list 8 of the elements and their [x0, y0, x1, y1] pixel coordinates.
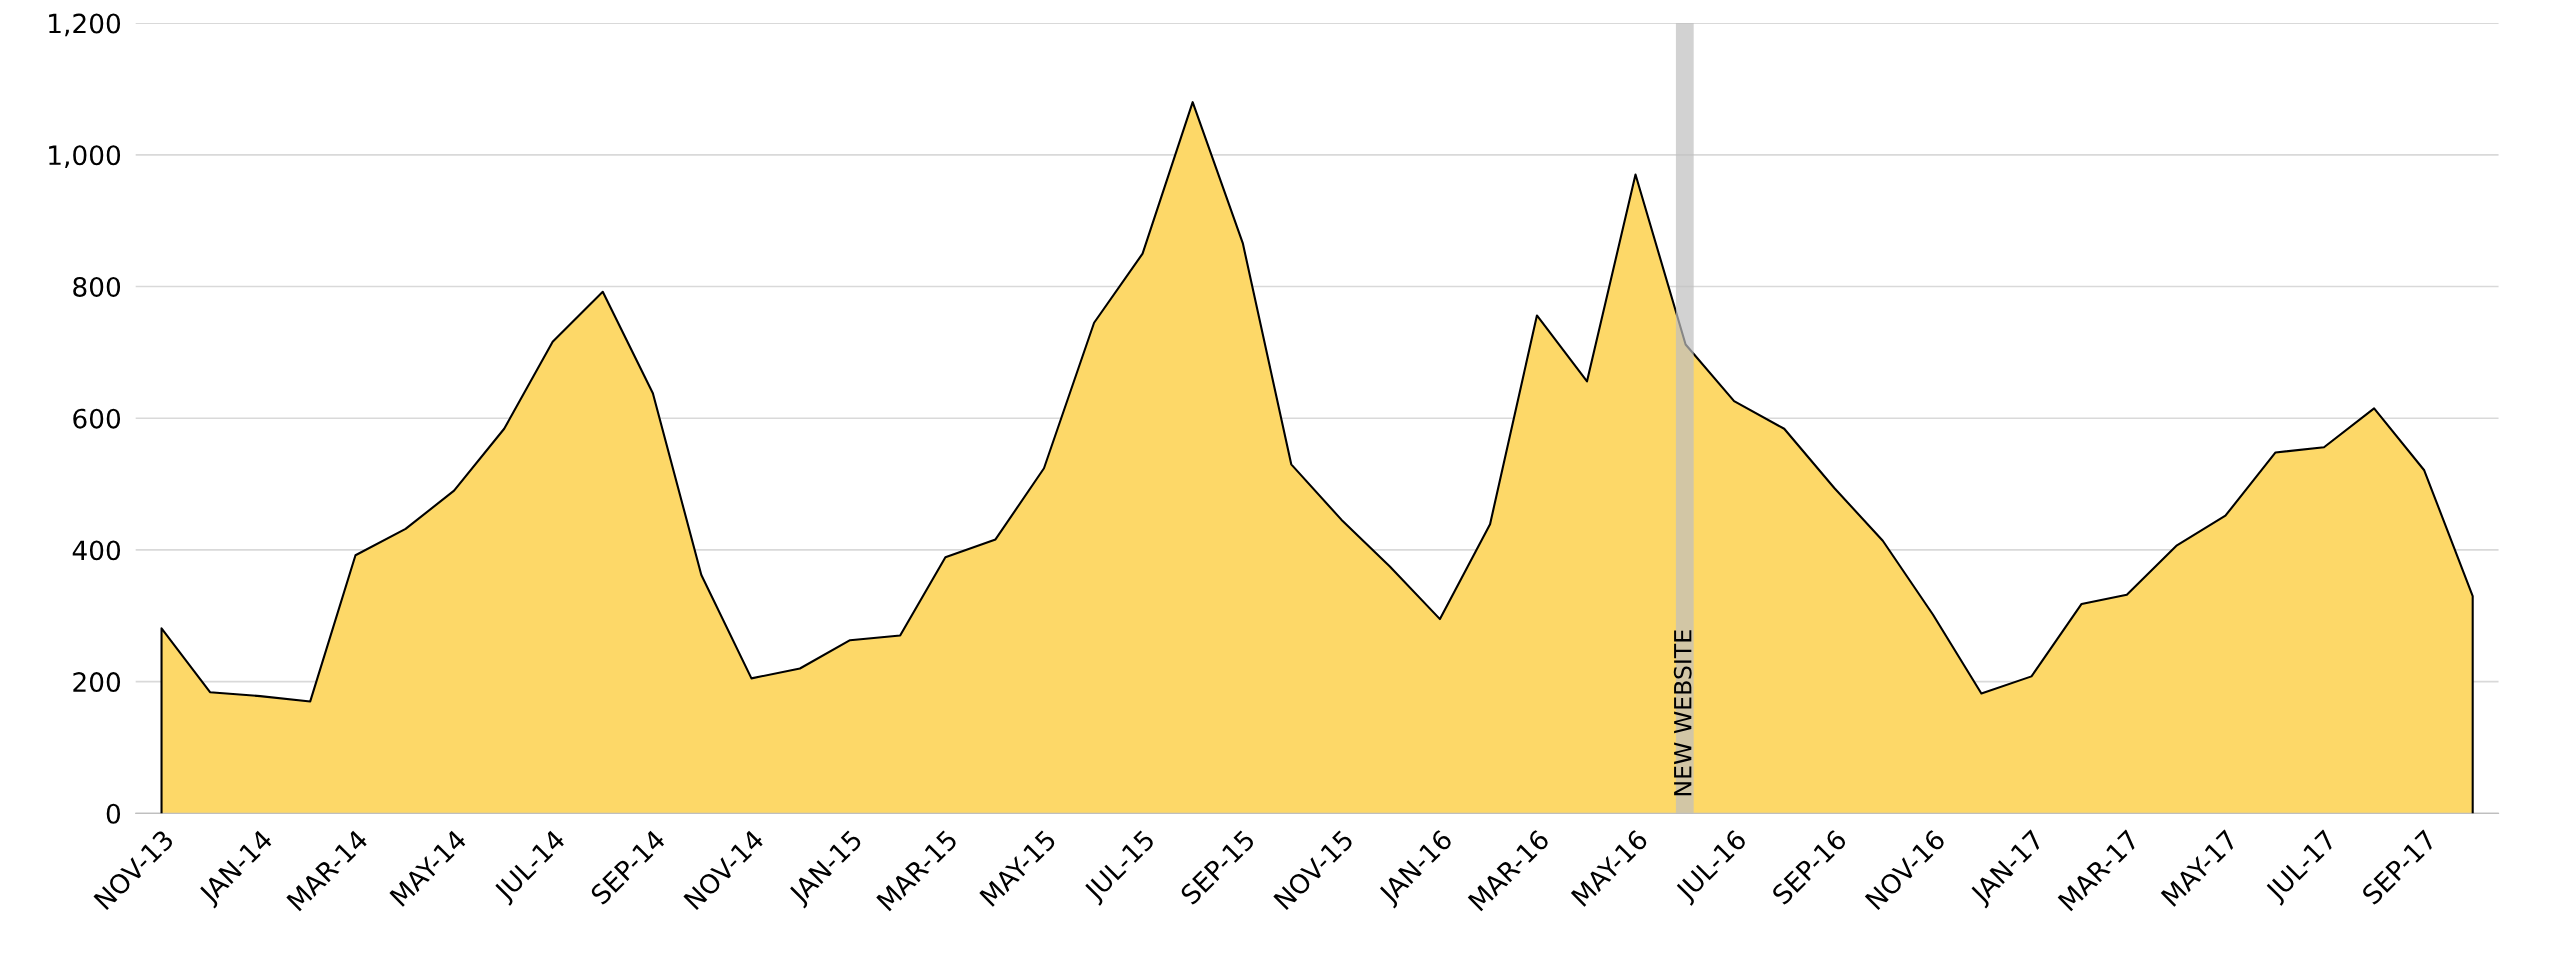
y-tick-label: 600: [73, 408, 121, 429]
y-tick-label: 1,200: [49, 13, 121, 37]
y-tick-label: 800: [73, 276, 121, 297]
y-tick-label: 0: [106, 803, 121, 824]
y-tick-label: 400: [72, 540, 121, 561]
band-label: NEW WEBSITE: [1673, 630, 1692, 796]
y-tick-label: 200: [73, 672, 121, 693]
y-tick-label: 1,000: [49, 145, 121, 168]
